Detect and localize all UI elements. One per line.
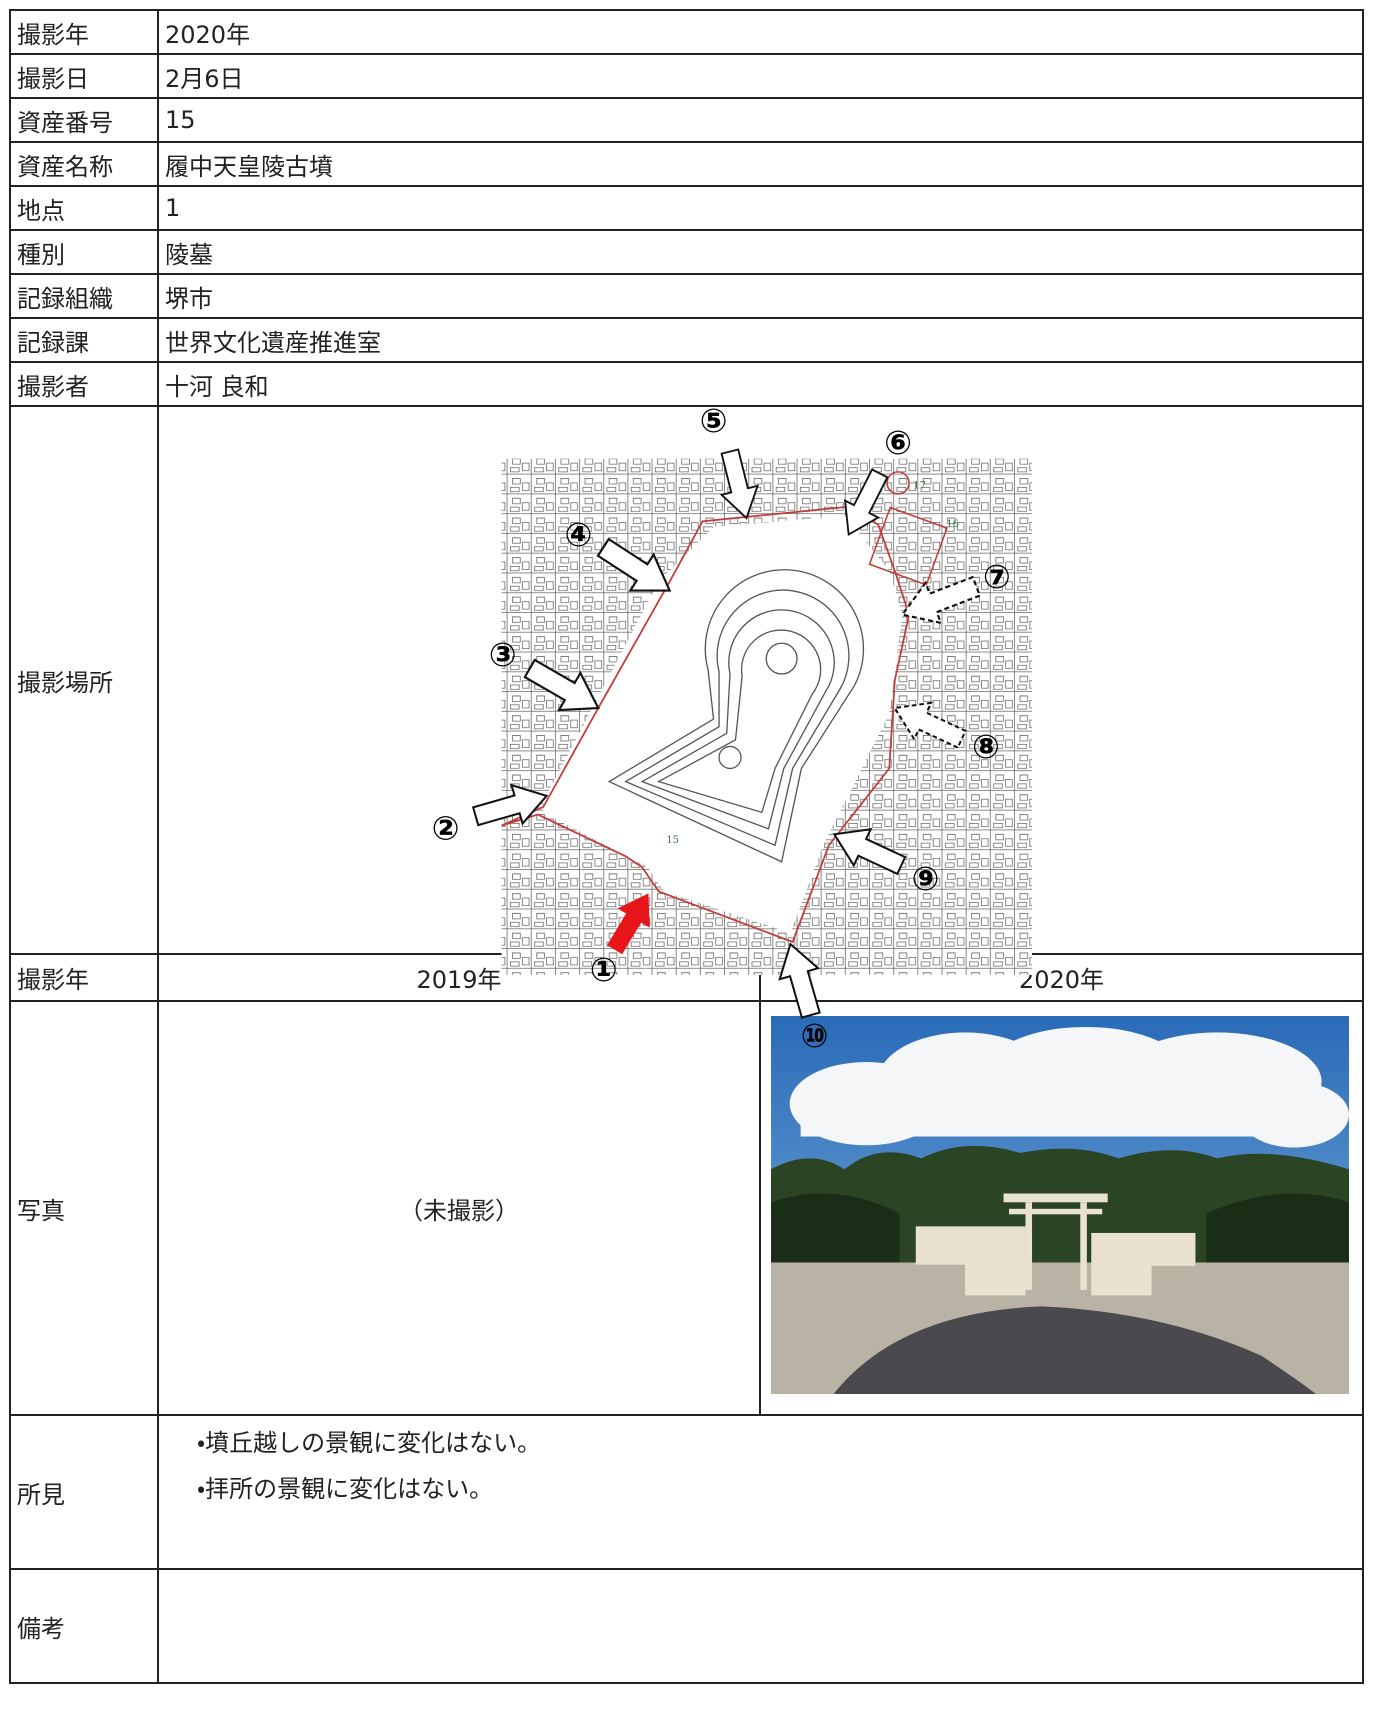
map-marker: ③ xyxy=(489,635,517,674)
label: 撮影場所 xyxy=(9,405,159,955)
photo-cell xyxy=(758,1000,1365,1416)
label: 種別 xyxy=(9,229,159,275)
label: 備考 xyxy=(9,1568,159,1684)
info-row: 撮影日 2月6日 xyxy=(9,53,1365,99)
value: 履中天皇陵古墳 xyxy=(156,141,1365,187)
site-map: 15 16 17 ① ② ③ ④ ⑤ ⑥ ⑦ ⑧ ⑨ ⑩ xyxy=(432,401,1033,1055)
value: 2020年 xyxy=(156,9,1365,55)
map-marker: ② xyxy=(432,808,460,847)
label: 資産名称 xyxy=(9,141,159,187)
label: 記録課 xyxy=(9,317,159,363)
label: 地点 xyxy=(9,185,159,231)
map-marker: ⑧ xyxy=(972,727,1000,766)
photo xyxy=(771,1016,1349,1394)
map-marker: ⑩ xyxy=(801,1016,829,1055)
label: 撮影日 xyxy=(9,53,159,99)
value: 世界文化遺産推進室 xyxy=(156,317,1365,363)
finding-line: ・墳丘越しの景観に変化はない。 xyxy=(197,1429,542,1457)
map-label: 16 xyxy=(946,519,959,530)
map-label: 17 xyxy=(913,480,926,491)
value: 陵墓 xyxy=(156,229,1365,275)
label: 写真 xyxy=(9,1000,159,1416)
info-row: 記録課 世界文化遺産推進室 xyxy=(9,317,1365,363)
info-row: 資産名称 履中天皇陵古墳 xyxy=(9,141,1365,187)
label: 撮影年 xyxy=(9,953,159,1002)
map-marker: ① xyxy=(590,950,618,989)
info-row: 撮影者 十河 良和 xyxy=(9,361,1365,407)
value: 15 xyxy=(156,97,1365,143)
value: 十河 良和 xyxy=(156,361,1365,407)
map-marker: ④ xyxy=(565,515,593,554)
map-marker: ⑥ xyxy=(884,423,912,462)
value: 1 xyxy=(156,185,1365,231)
map-marker: ⑦ xyxy=(983,557,1011,596)
value: 2月6日 xyxy=(156,53,1365,99)
value: 堺市 xyxy=(156,273,1365,319)
map-marker: ⑨ xyxy=(912,859,940,898)
label: 撮影年 xyxy=(9,9,159,55)
info-row: 資産番号 15 xyxy=(9,97,1365,143)
label: 記録組織 xyxy=(9,273,159,319)
remarks-cell xyxy=(156,1568,1365,1684)
map-label: 15 xyxy=(666,835,679,846)
info-row: 撮影年 2020年 xyxy=(9,9,1365,55)
finding-line: ・拝所の景観に変化はない。 xyxy=(197,1475,494,1503)
info-row: 種別 陵墓 xyxy=(9,229,1365,275)
label: 撮影者 xyxy=(9,361,159,407)
info-row: 記録組織 堺市 xyxy=(9,273,1365,319)
label: 資産番号 xyxy=(9,97,159,143)
map-marker: ⑤ xyxy=(700,401,728,440)
label: 所見 xyxy=(9,1414,159,1570)
placeholder: （未撮影） xyxy=(157,1000,761,1416)
findings: ・墳丘越しの景観に変化はない。 ・拝所の景観に変化はない。 xyxy=(156,1414,1365,1570)
info-row: 地点 1 xyxy=(9,185,1365,231)
